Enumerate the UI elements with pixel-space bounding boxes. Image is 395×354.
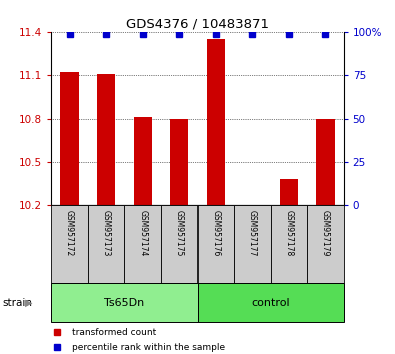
Bar [124, 205, 161, 283]
Text: GSM957179: GSM957179 [321, 210, 330, 256]
Title: GDS4376 / 10483871: GDS4376 / 10483871 [126, 18, 269, 31]
Text: GSM957173: GSM957173 [102, 210, 111, 256]
Text: GSM957178: GSM957178 [284, 210, 293, 256]
Text: strain: strain [2, 298, 32, 308]
Bar [88, 205, 124, 283]
Text: GSM957177: GSM957177 [248, 210, 257, 256]
Text: transformed count: transformed count [72, 328, 156, 337]
Bar [60, 72, 79, 205]
Bar [234, 205, 271, 283]
Bar [271, 205, 307, 283]
Bar [198, 205, 234, 283]
Text: control: control [251, 298, 290, 308]
Bar [134, 117, 152, 205]
Bar [280, 179, 298, 205]
Bar [97, 74, 115, 205]
Bar [161, 205, 198, 283]
Bar [51, 283, 198, 322]
Bar [207, 39, 225, 205]
Bar [316, 119, 335, 205]
Bar [170, 119, 188, 205]
Text: GSM957174: GSM957174 [138, 210, 147, 256]
Text: GSM957176: GSM957176 [211, 210, 220, 256]
Bar [198, 283, 344, 322]
Bar [51, 205, 88, 283]
Bar [307, 205, 344, 283]
Text: ▶: ▶ [25, 298, 32, 308]
Text: percentile rank within the sample: percentile rank within the sample [72, 343, 225, 352]
Text: Ts65Dn: Ts65Dn [104, 298, 145, 308]
Text: GSM957172: GSM957172 [65, 210, 74, 256]
Text: GSM957175: GSM957175 [175, 210, 184, 256]
